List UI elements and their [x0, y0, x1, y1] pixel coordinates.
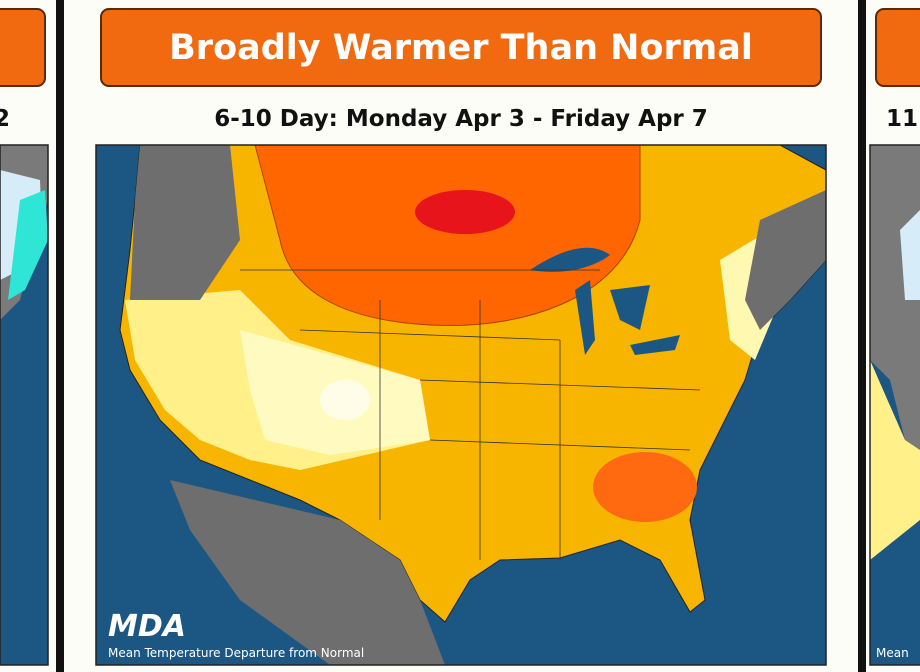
- right-period: 11: [886, 106, 919, 132]
- separator: [858, 0, 866, 672]
- headline-box: Broadly Warmer Than Normal: [100, 8, 822, 87]
- right-caption: Mean: [876, 646, 909, 660]
- logo: MDA: [108, 609, 186, 644]
- left-headline-box: [0, 8, 46, 87]
- right-headline-box: [875, 8, 920, 87]
- period: 6-10 Day: Monday Apr 3 - Friday Apr 7: [214, 106, 708, 132]
- left-map: [0, 145, 48, 665]
- right-map: Mean: [870, 145, 920, 665]
- center-map: MDA Mean Temperature Departure from Norm…: [96, 145, 826, 665]
- left-period: 2: [0, 106, 11, 132]
- caption: Mean Temperature Departure from Normal: [108, 646, 364, 660]
- separator: [56, 0, 64, 672]
- headline: Broadly Warmer Than Normal: [169, 27, 753, 68]
